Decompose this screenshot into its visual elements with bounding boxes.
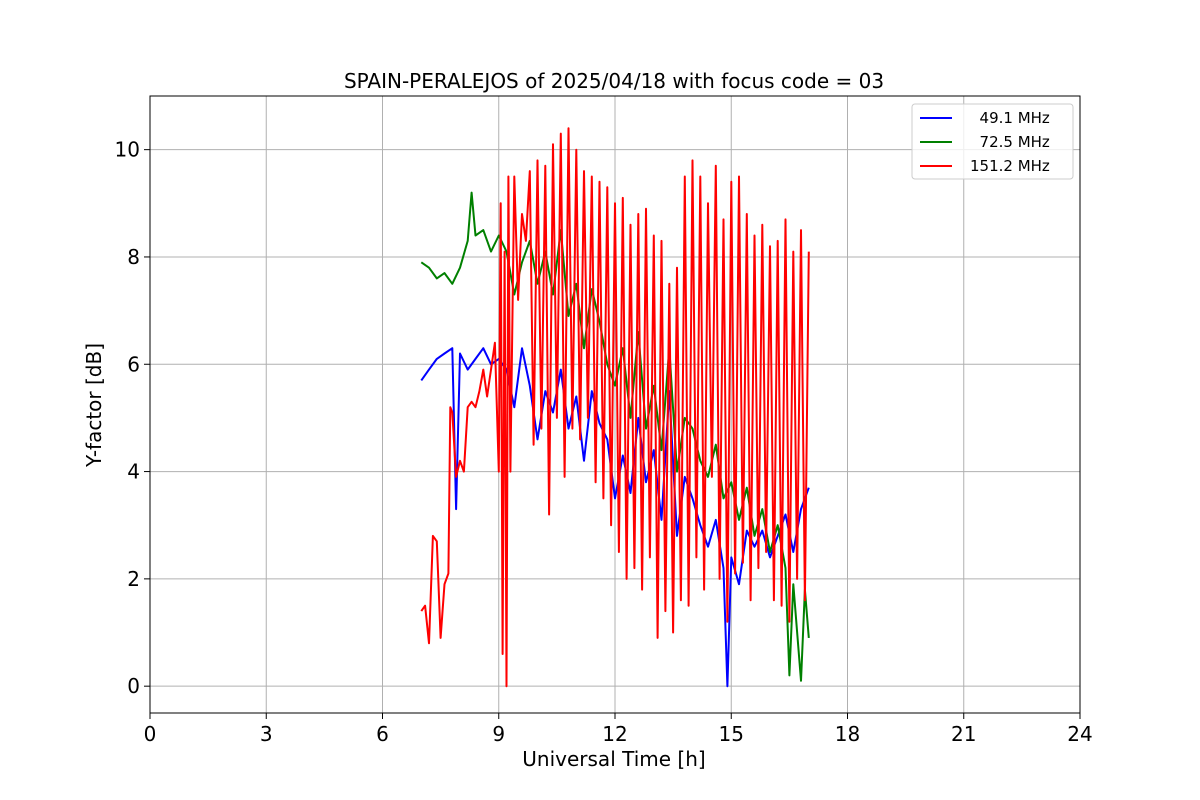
x-tick-label: 0 [144,722,157,746]
y-axis-label: Y-factor [dB] [82,343,106,468]
x-tick-label: 21 [951,722,976,746]
legend-label: 72.5 MHz [970,133,1050,151]
x-tick-label: 9 [492,722,505,746]
legend: 49.1 MHz 72.5 MHz 151.2 MHz [911,103,1074,180]
x-tick-label: 6 [376,722,389,746]
y-tick-label: 6 [127,352,140,376]
legend-label: 151.2 MHz [970,157,1050,175]
x-tick-label: 3 [260,722,273,746]
y-tick-label: 2 [127,567,140,591]
y-tick-label: 0 [127,674,140,698]
y-axis: 0 2 4 6 8 10 [115,138,150,698]
y-tick-label: 4 [127,460,140,484]
legend-label: 49.1 MHz [970,109,1050,127]
y-tick-label: 10 [115,138,140,162]
series-layer [420,127,810,688]
x-axis: 0 3 6 9 12 15 18 21 24 [144,713,1093,746]
legend-box [911,103,1074,180]
x-axis-label: Universal Time [h] [522,747,705,771]
series-line-1 [420,191,810,682]
series-line-0 [420,347,810,688]
x-tick-label: 24 [1067,722,1092,746]
y-tick-label: 8 [127,245,140,269]
chart-title: SPAIN-PERALEJOS of 2025/04/18 with focus… [344,69,884,93]
x-tick-label: 18 [835,722,860,746]
x-tick-label: 15 [719,722,744,746]
x-tick-label: 12 [602,722,627,746]
series-line-2 [420,127,810,688]
